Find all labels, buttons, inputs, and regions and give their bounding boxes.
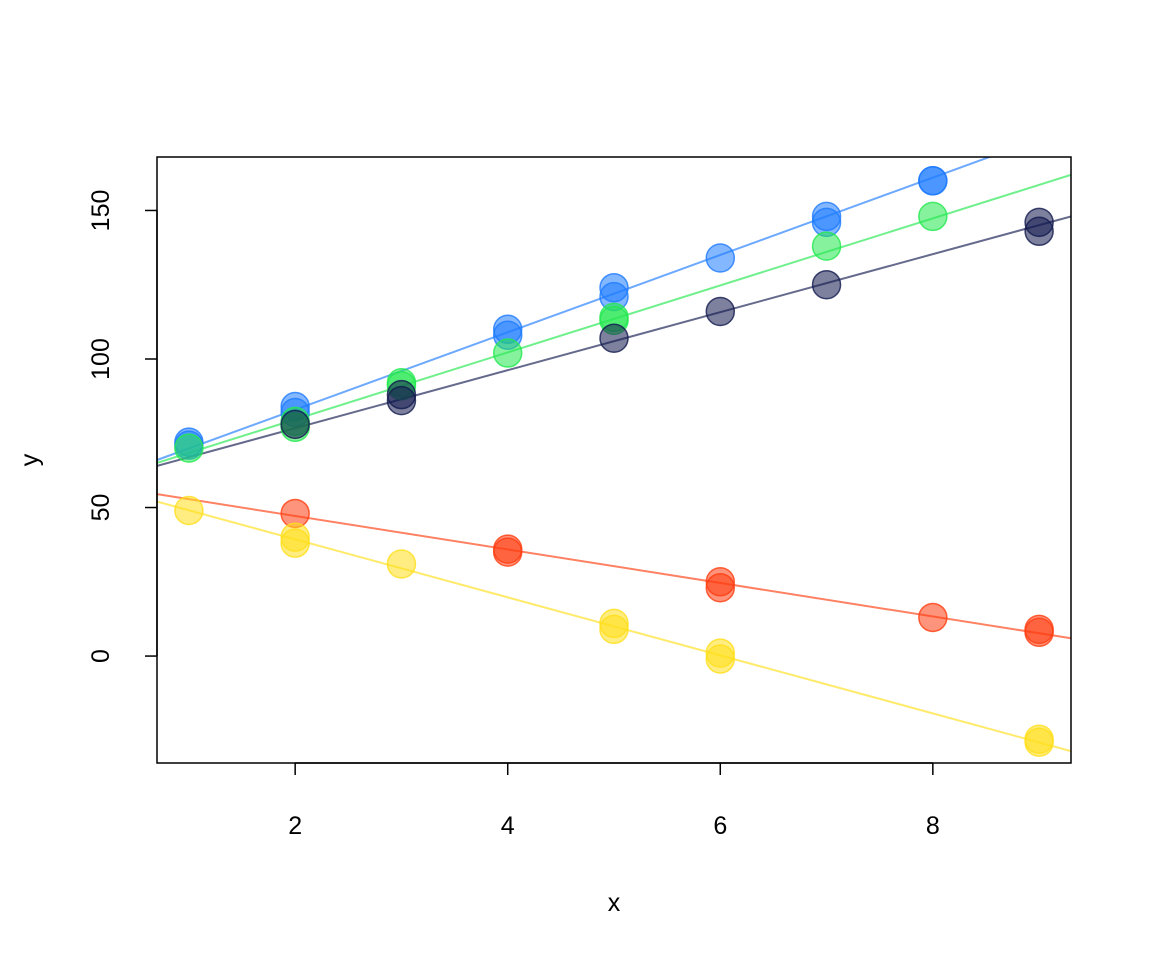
data-point-s2-10	[918, 201, 948, 232]
x-axis-title: x	[608, 889, 621, 917]
data-point-s5-10	[1024, 727, 1054, 757]
data-point-s5-8	[705, 638, 736, 668]
plot-frame	[156, 156, 1072, 764]
data-point-s4-5	[705, 567, 736, 597]
data-point-s3-1	[280, 409, 310, 440]
data-point-s3-8	[1024, 207, 1054, 238]
data-point-s4-6	[918, 602, 948, 633]
data-point-s3-3	[386, 379, 417, 410]
data-point-s1-11	[811, 201, 842, 232]
data-point-s1-8	[599, 272, 629, 303]
data-point-s5-1	[174, 495, 204, 526]
y-tick-label: 150	[87, 190, 115, 232]
data-point-s1-9	[705, 243, 736, 273]
y-tick-label: 100	[87, 338, 115, 380]
x-axis: 2 4 6 8	[288, 762, 940, 840]
x-tick-label: 4	[501, 812, 515, 840]
x-tick-label: 6	[713, 812, 727, 840]
data-point-s4-3	[492, 534, 523, 564]
data-point-s5-3	[280, 522, 310, 552]
data-point-s2-6	[492, 338, 523, 368]
data-point-s3-4	[599, 323, 629, 353]
data-point-s5-4	[386, 549, 417, 579]
data-point-s3-6	[811, 269, 842, 300]
data-point-s1-13	[918, 166, 948, 196]
y-tick-label: 0	[87, 649, 115, 663]
data-points	[174, 166, 1054, 757]
y-axis: 0 50 100 150	[87, 190, 158, 663]
data-point-s5-6	[599, 608, 629, 639]
y-axis-title: y	[16, 453, 44, 466]
data-point-s3-5	[705, 296, 736, 327]
x-tick-label: 8	[926, 812, 940, 840]
y-tick-label: 50	[87, 494, 115, 522]
data-point-s2-9	[811, 231, 842, 261]
x-tick-label: 2	[288, 812, 302, 840]
data-point-s4-8	[1024, 614, 1054, 645]
data-point-s2-1	[174, 433, 204, 463]
